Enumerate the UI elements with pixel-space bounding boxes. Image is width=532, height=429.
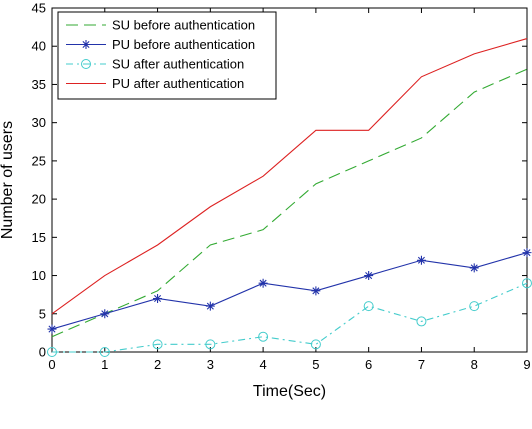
legend-label: SU after authentication	[112, 57, 244, 72]
y-axis-title: Number of users	[0, 121, 16, 239]
data-point	[152, 339, 163, 350]
x-tick-label: 1	[101, 357, 108, 372]
x-tick-label: 2	[154, 357, 161, 372]
data-point	[522, 248, 532, 258]
data-point	[100, 309, 110, 319]
x-tick-label: 4	[259, 357, 266, 372]
data-point	[153, 293, 163, 303]
y-tick-label: 10	[32, 268, 46, 283]
series-line	[51, 252, 528, 330]
series-4	[51, 38, 528, 315]
legend-label: PU before authentication	[112, 37, 255, 52]
series-group	[47, 38, 532, 357]
data-point	[205, 301, 215, 311]
y-tick-label: 35	[32, 77, 46, 92]
data-point	[416, 255, 426, 265]
series-line	[51, 38, 528, 315]
y-tick-label: 15	[32, 230, 46, 245]
x-tick-label: 6	[365, 357, 372, 372]
legend-swatch-marker	[81, 40, 91, 49]
y-tick-label: 5	[39, 306, 46, 321]
x-tick-label: 7	[418, 357, 425, 372]
data-point	[47, 347, 57, 357]
data-point	[363, 301, 374, 312]
x-tick-label: 3	[207, 357, 214, 372]
y-tick-label: 25	[32, 153, 46, 168]
data-point	[310, 339, 321, 350]
data-point	[416, 316, 427, 327]
data-point	[258, 278, 268, 288]
legend: SU before authentication PU before authen…	[57, 11, 277, 100]
data-point	[258, 331, 269, 342]
series-line	[52, 282, 528, 353]
series-1	[51, 68, 528, 338]
legend-label: SU before authentication	[112, 18, 255, 33]
data-point	[47, 324, 57, 334]
legend-box	[57, 11, 277, 100]
x-tick-label: 9	[523, 357, 530, 372]
data-point	[205, 339, 216, 350]
legend-label: PU after authentication	[112, 76, 244, 91]
y-tick-label: 40	[32, 39, 46, 54]
y-tick-label: 20	[32, 192, 46, 207]
series-line	[51, 68, 528, 338]
data-point	[469, 263, 479, 273]
series-2	[47, 248, 532, 334]
data-point	[99, 347, 110, 357]
x-axis-title: Time(Sec)	[253, 383, 326, 400]
data-point	[311, 286, 321, 296]
x-tick-label: 0	[48, 357, 55, 372]
y-tick-label: 0	[39, 345, 46, 360]
y-tick-label: 30	[32, 115, 46, 130]
y-tick-label: 45	[32, 1, 46, 16]
series-3	[47, 278, 532, 357]
legend-swatch-marker	[81, 59, 91, 69]
x-tick-label: 5	[312, 357, 319, 372]
data-point	[469, 301, 480, 312]
x-tick-label: 8	[471, 357, 478, 372]
data-point	[364, 271, 374, 281]
